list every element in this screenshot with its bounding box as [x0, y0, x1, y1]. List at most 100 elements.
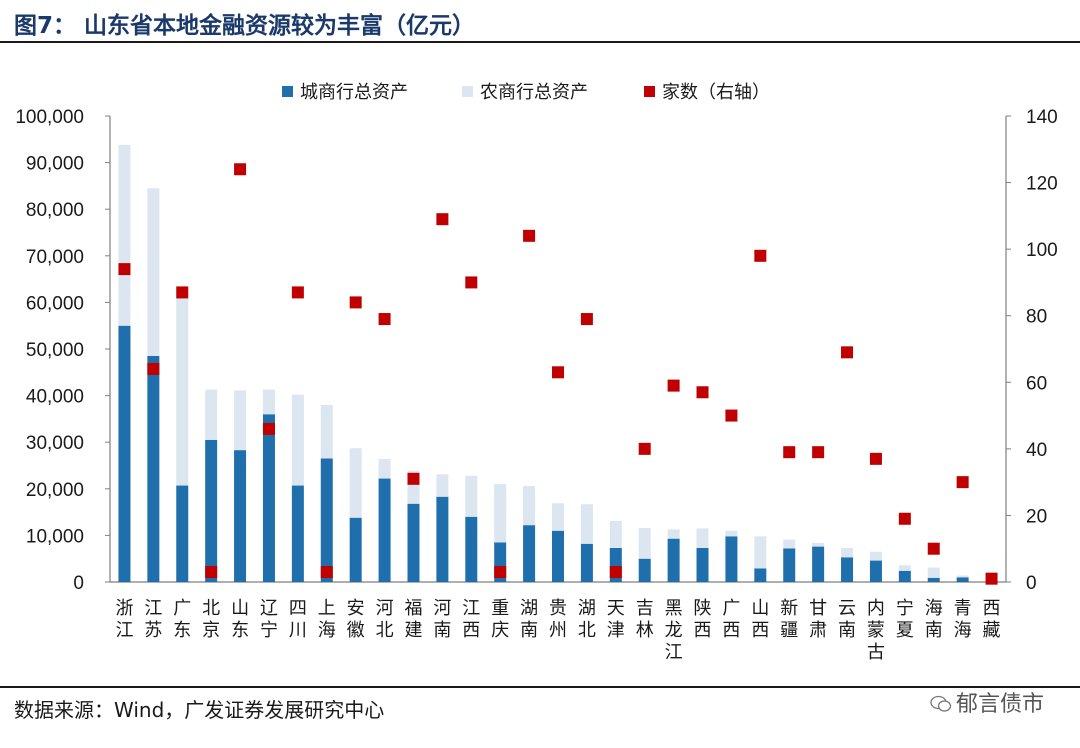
x-category-label: 山西	[751, 598, 769, 641]
bar-city-bank	[465, 516, 478, 582]
chart-categories: 浙江江苏广东北京山东辽宁四川上海安徽河北福建河南江西重庆湖南贵州湖北天津吉林黑龙…	[115, 598, 1000, 663]
bar-rural-bank	[262, 389, 275, 415]
point-bank-count	[898, 512, 911, 525]
bar-rural-bank	[812, 542, 825, 547]
point-bank-count	[494, 566, 507, 579]
bar-rural-bank	[783, 539, 796, 549]
y2-tick-label: 80	[1026, 307, 1047, 328]
x-category-label: 浙江	[115, 598, 133, 641]
point-bank-count	[841, 346, 854, 359]
bar-city-bank	[176, 485, 189, 582]
x-category-label: 重庆	[491, 598, 509, 641]
point-bank-count	[638, 442, 651, 455]
point-bank-count	[176, 286, 189, 299]
bar-rural-bank	[320, 404, 333, 459]
bar-rural-bank	[927, 567, 940, 578]
x-category-label: 河南	[433, 598, 451, 641]
x-category-label: 天津	[607, 598, 625, 641]
point-bank-count	[118, 263, 131, 276]
bar-city-bank	[580, 543, 593, 582]
point-bank-count	[956, 476, 969, 489]
x-category-label: 贵州	[549, 598, 567, 641]
y-tick-label: 70,000	[26, 247, 84, 268]
x-category-label: 内蒙古	[867, 598, 885, 663]
x-category-label: 陕西	[694, 598, 712, 641]
wechat-icon	[930, 695, 952, 712]
x-category-label: 湖北	[578, 598, 596, 641]
bar-city-bank	[378, 478, 391, 582]
bar-rural-bank	[147, 188, 160, 356]
point-bank-count	[812, 446, 825, 459]
bar-rural-bank	[609, 520, 622, 548]
y2-tick-label: 0	[1026, 573, 1037, 594]
x-category-label: 西藏	[983, 598, 1001, 641]
point-bank-count	[349, 296, 362, 309]
x-category-label: 湖南	[520, 598, 538, 641]
bar-city-bank	[898, 570, 911, 582]
point-bank-count	[436, 213, 449, 226]
legend-label: 城商行总资产	[300, 82, 408, 103]
bar-city-bank	[725, 536, 738, 582]
bar-rural-bank	[725, 530, 738, 537]
bar-rural-bank	[956, 575, 969, 578]
y-tick-label: 80,000	[26, 200, 84, 221]
source-note: 数据来源：Wind，广发证券发展研究中心	[14, 698, 385, 722]
x-category-label: 新疆	[780, 598, 798, 641]
point-bank-count	[465, 276, 478, 289]
legend-label: 农商行总资产	[480, 82, 588, 103]
bar-rural-bank	[523, 486, 536, 526]
x-category-label: 北京	[202, 598, 220, 641]
bar-city-bank	[291, 485, 304, 582]
point-bank-count	[985, 572, 998, 585]
point-bank-count	[552, 366, 564, 379]
bar-rural-bank	[841, 547, 854, 558]
y-tick-label: 100,000	[15, 107, 84, 128]
y-tick-label: 60,000	[26, 293, 84, 314]
x-category-label: 青海	[954, 598, 972, 641]
x-category-label: 四川	[289, 598, 307, 641]
point-bank-count	[609, 566, 622, 579]
chart-points	[118, 163, 998, 585]
bar-rural-bank	[205, 389, 218, 440]
bar-rural-bank	[638, 527, 651, 559]
bar-rural-bank	[349, 448, 362, 518]
y2-tick-label: 100	[1026, 240, 1058, 261]
chart-bars	[118, 144, 969, 582]
point-bank-count	[378, 313, 391, 326]
bar-rural-bank	[378, 458, 391, 479]
x-category-label: 福建	[404, 598, 422, 641]
point-bank-count	[262, 422, 275, 435]
point-bank-count	[234, 163, 247, 176]
y2-tick-label: 60	[1026, 373, 1047, 394]
x-category-label: 云南	[838, 598, 856, 641]
legend-swatch	[282, 86, 293, 97]
point-bank-count	[580, 313, 593, 326]
point-bank-count	[783, 446, 796, 459]
x-category-label: 广西	[722, 598, 740, 641]
bar-rural-bank	[869, 551, 882, 561]
x-category-label: 宁夏	[896, 598, 914, 641]
page-title: 图7： 山东省本地金融资源较为丰富（亿元）	[14, 13, 476, 39]
point-bank-count	[696, 386, 709, 399]
point-bank-count	[725, 409, 738, 422]
watermark: 郁言债市	[930, 686, 1044, 718]
x-category-label: 江苏	[144, 598, 162, 641]
bar-city-bank	[320, 458, 333, 582]
bar-rural-bank	[436, 474, 449, 497]
point-bank-count	[320, 566, 333, 579]
y-tick-label: 30,000	[26, 433, 84, 454]
bar-city-bank	[754, 568, 767, 582]
bar-rural-bank	[291, 394, 304, 486]
bar-rural-bank	[176, 296, 189, 486]
point-bank-count	[147, 362, 160, 375]
x-category-label: 山东	[231, 598, 249, 641]
bar-city-bank	[234, 450, 247, 582]
bar-rural-bank	[667, 529, 680, 539]
bar-city-bank	[523, 525, 536, 582]
title-divider	[0, 41, 1080, 43]
y2-tick-label: 20	[1026, 506, 1047, 527]
bar-city-bank	[118, 325, 131, 582]
chart-ticks: 0 10,000 20,000 30,000 40,000 50,000 60,000 70,…	[15, 107, 1057, 594]
bar-city-bank	[262, 414, 275, 582]
